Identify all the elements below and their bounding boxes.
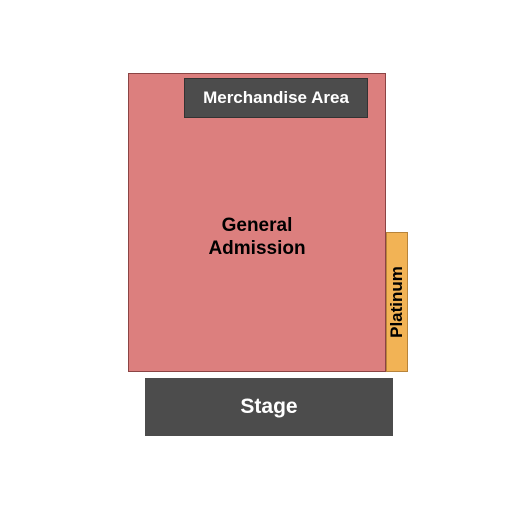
- general-admission-label: General Admission: [208, 215, 305, 261]
- merchandise-area[interactable]: Merchandise Area: [184, 78, 368, 118]
- platinum-area[interactable]: Platinum: [386, 232, 408, 372]
- merchandise-label: Merchandise Area: [203, 88, 349, 108]
- stage-area: Stage: [145, 378, 393, 436]
- ga-label-line1: General: [222, 215, 293, 236]
- platinum-label: Platinum: [387, 266, 407, 338]
- venue-map: General Admission Merchandise Area Plati…: [128, 73, 408, 372]
- ga-label-line2: Admission: [208, 238, 305, 259]
- stage-label: Stage: [240, 395, 297, 419]
